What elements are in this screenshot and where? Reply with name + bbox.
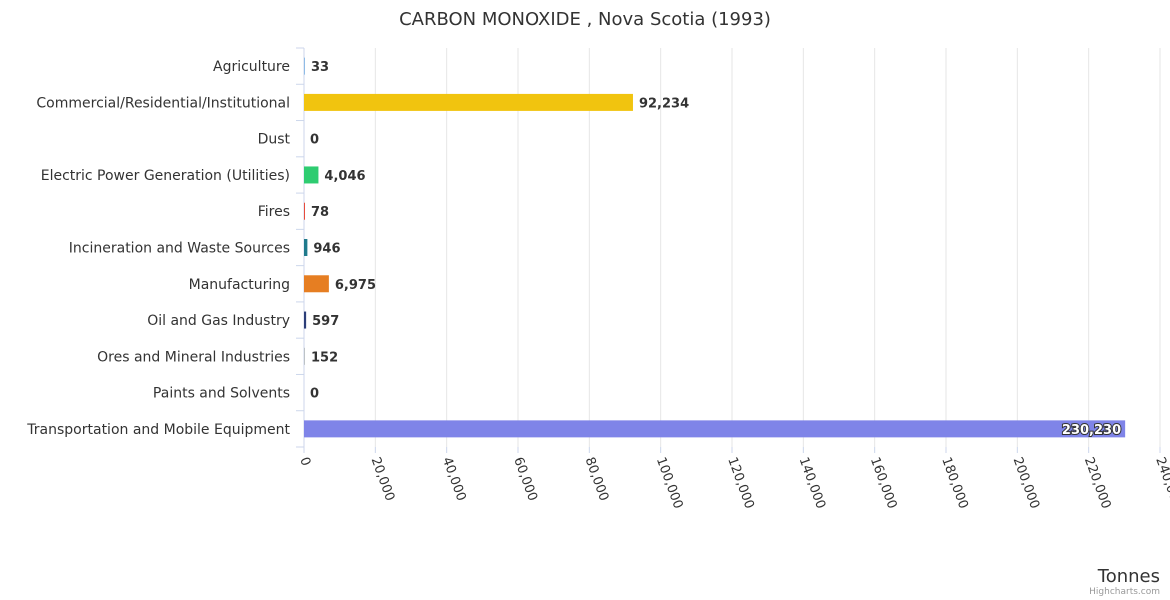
bar[interactable] (304, 57, 305, 75)
category-label: Dust (258, 132, 291, 148)
data-label: 4,046 (324, 169, 365, 184)
data-label: 0 (310, 387, 319, 402)
data-label: 597 (312, 314, 339, 329)
data-label: 946 (313, 242, 340, 257)
bar[interactable] (304, 420, 1126, 438)
category-label: Oil and Gas Industry (147, 313, 290, 329)
credits-link[interactable]: Highcharts.com (1089, 587, 1160, 597)
category-label: Manufacturing (189, 277, 290, 293)
bar[interactable] (304, 347, 305, 365)
bar[interactable] (304, 275, 329, 293)
data-label: 0 (310, 133, 319, 148)
bar[interactable] (304, 311, 307, 329)
data-label: 33 (311, 60, 329, 75)
x-axis-title: Tonnes (1097, 566, 1160, 587)
data-label: 92,234 (639, 96, 689, 111)
category-label: Incineration and Waste Sources (69, 241, 290, 257)
category-label: Paints and Solvents (153, 386, 290, 402)
bar[interactable] (304, 166, 319, 184)
data-labels: 33 92,234 0 4,046 78 946 6,975 597 152 0 230,230 (310, 60, 1122, 439)
data-label: 6,975 (335, 278, 376, 293)
data-label: 78 (311, 205, 329, 220)
bar[interactable] (304, 93, 633, 111)
data-label: 152 (311, 350, 338, 365)
gridlines (296, 47, 1161, 453)
category-label: Ores and Mineral Industries (97, 349, 290, 365)
bar[interactable] (304, 202, 305, 220)
category-label: Fires (258, 204, 290, 220)
data-label: 230,230 (1062, 423, 1121, 438)
category-labels: Agriculture Commercial/Residential/Instit… (26, 59, 290, 438)
category-label: Agriculture (213, 59, 290, 75)
bars (304, 57, 1126, 438)
category-label: Commercial/Residential/Institutional (36, 95, 290, 111)
category-label: Transportation and Mobile Equipment (26, 422, 290, 438)
category-label: Electric Power Generation (Utilities) (41, 168, 290, 184)
bar[interactable] (304, 239, 308, 256)
chart-title: CARBON MONOXIDE , Nova Scotia (1993) (399, 9, 771, 30)
